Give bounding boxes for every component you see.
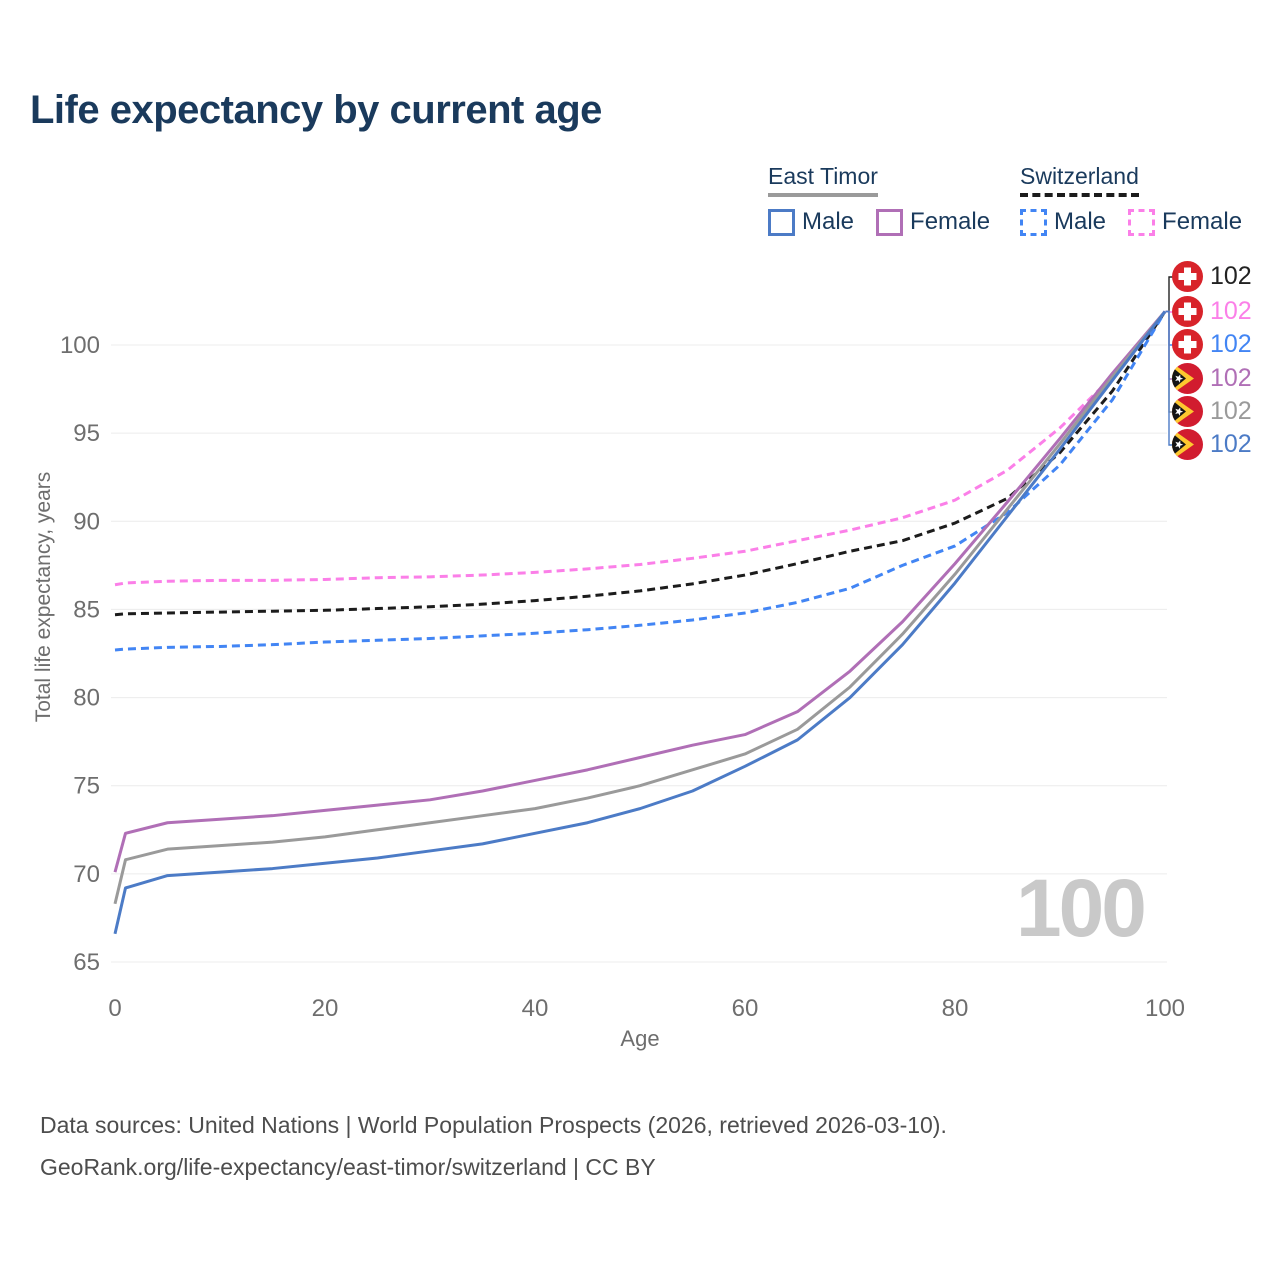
data-sources-line: Data sources: United Nations | World Pop…	[40, 1112, 947, 1138]
end-label-switzerland-female: 102	[1172, 296, 1252, 327]
x-axis-title: Age	[620, 1026, 660, 1051]
y-tick-label: 70	[73, 861, 100, 888]
dashed-swatch-icon	[1020, 208, 1047, 236]
legend-item-east-timor-female[interactable]: Female	[876, 208, 990, 236]
end-label-switzerland-male: 102	[1172, 329, 1252, 360]
x-tick-label: 20	[312, 995, 339, 1022]
end-value: 102	[1210, 397, 1252, 425]
attribution-line: GeoRank.org/life-expectancy/east-timor/s…	[40, 1154, 656, 1180]
x-tick-label: 40	[522, 995, 549, 1022]
east-timor-flag-icon	[1172, 363, 1203, 394]
series-line-switzerland-male[interactable]	[114, 310, 1167, 652]
end-value: 102	[1210, 330, 1252, 358]
x-tick-label: 100	[1145, 995, 1185, 1022]
legend-item-switzerland-male[interactable]: Male	[1020, 208, 1106, 236]
switzerland-flag-icon	[1172, 329, 1203, 360]
end-value: 102	[1210, 364, 1252, 392]
east-timor-flag-icon	[1172, 396, 1203, 427]
legend-group-switzerland: Switzerland Male Female	[1020, 163, 1242, 236]
legend-item-label: Female	[910, 208, 991, 235]
y-axis-title: Total life expectancy, years	[32, 471, 55, 723]
legend-item-label: Female	[1162, 208, 1243, 235]
y-tick-label: 90	[73, 508, 100, 535]
legend-group-label: East Timor	[768, 163, 878, 189]
solid-swatch-icon	[768, 208, 795, 236]
legend-group-title-switzerland: Switzerland	[1020, 163, 1139, 197]
end-label-east-timor-male: 102	[1172, 429, 1252, 460]
dashed-swatch-icon	[1128, 208, 1156, 236]
solid-swatch-icon	[876, 208, 904, 236]
solid-line-sample	[768, 193, 878, 197]
y-tick-label: 100	[60, 332, 100, 359]
y-tick-label: 80	[73, 685, 100, 712]
series-line-switzerland-female[interactable]	[114, 310, 1167, 587]
east-timor-flag-icon	[1172, 429, 1203, 460]
legend-item-east-timor-male[interactable]: Male	[768, 208, 854, 236]
series-line-switzerland[interactable]	[114, 310, 1167, 617]
series-line-east-timor-male[interactable]	[113, 310, 1167, 935]
x-tick-label: 0	[108, 995, 121, 1022]
end-label-east-timor-female: 102	[1172, 363, 1252, 394]
legend-group-label: Switzerland	[1020, 163, 1139, 189]
legend-group-title-east-timor: East Timor	[768, 163, 878, 197]
legend-group-east-timor: East Timor Male Female	[768, 163, 990, 236]
switzerland-flag-icon	[1172, 261, 1203, 292]
y-tick-label: 65	[73, 949, 100, 976]
end-value: 102	[1210, 297, 1252, 325]
end-value: 102	[1210, 430, 1252, 458]
age-counter-watermark: 100	[1016, 863, 1147, 954]
switzerland-flag-icon	[1172, 296, 1203, 327]
end-label-switzerland-both: 102	[1172, 261, 1252, 292]
y-tick-label: 75	[73, 773, 100, 800]
page-title: Life expectancy by current age	[30, 88, 602, 132]
x-tick-label: 80	[942, 995, 969, 1022]
legend-item-switzerland-female[interactable]: Female	[1128, 208, 1242, 236]
x-tick-label: 60	[732, 995, 759, 1022]
footer: Data sources: United Nations | World Pop…	[40, 1104, 947, 1188]
series-line-east-timor-female[interactable]	[113, 310, 1167, 873]
y-tick-label: 85	[73, 596, 100, 623]
legend-item-label: Male	[1054, 208, 1107, 235]
dashed-line-sample	[1020, 193, 1139, 197]
end-value: 102	[1210, 262, 1252, 290]
end-label-east-timor-both: 102	[1172, 396, 1252, 427]
legend-item-label: Male	[802, 208, 855, 235]
series-line-east-timor[interactable]	[113, 310, 1167, 905]
y-tick-label: 95	[73, 420, 100, 447]
